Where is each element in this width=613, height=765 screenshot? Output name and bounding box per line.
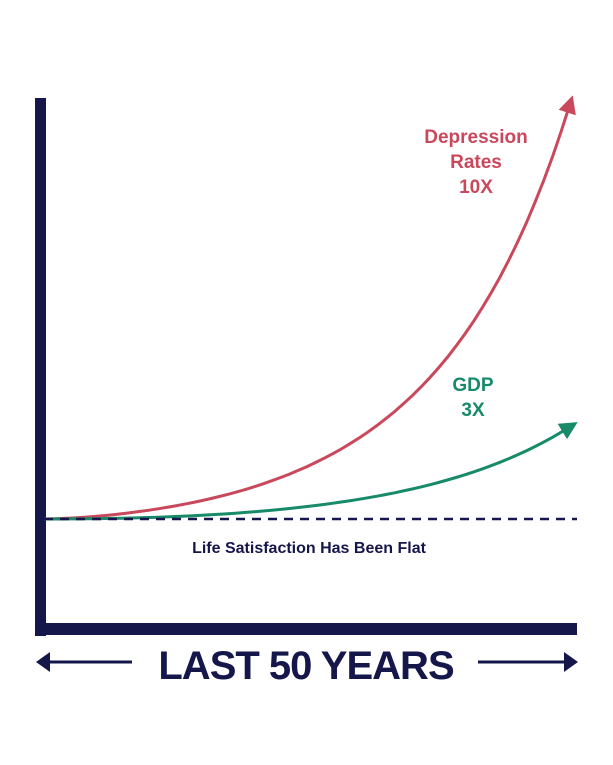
gdp-line: [44, 422, 578, 521]
x-axis: [35, 623, 577, 635]
x-axis-left-arrow: [36, 652, 132, 672]
x-axis-label: LAST 50 YEARS: [158, 644, 454, 688]
depression-label-line1: Depression: [424, 127, 527, 148]
depression-rates-line: [43, 95, 576, 521]
x-axis-right-arrow: [478, 652, 578, 672]
gdp-label-line2: 3X: [461, 400, 485, 421]
depression-label-line2: Rates: [450, 152, 502, 173]
gdp-label-line1: GDP: [452, 375, 494, 396]
life-satisfaction-label: Life Satisfaction Has Been Flat: [192, 540, 427, 557]
y-axis: [35, 98, 46, 636]
depression-label-line3: 10X: [459, 177, 493, 198]
